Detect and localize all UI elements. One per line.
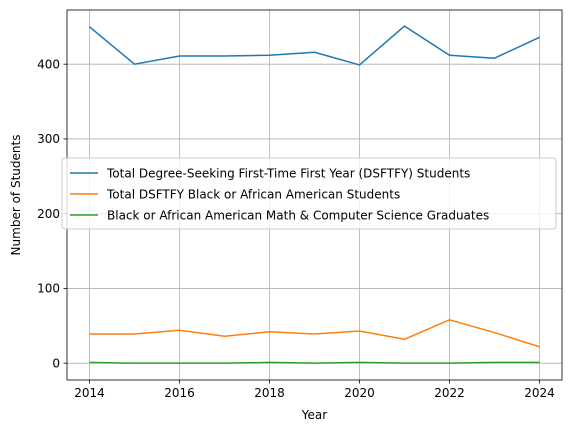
y-axis-label: Number of Students (9, 135, 23, 256)
x-tick-label: 2018 (254, 386, 285, 400)
x-tick-label: 2014 (74, 386, 105, 400)
x-tick-label: 2020 (344, 386, 375, 400)
y-tick-label: 0 (52, 356, 60, 370)
y-tick-label: 100 (37, 282, 60, 296)
legend-box (61, 157, 557, 230)
legend-label: Total Degree-Seeking First-Time First Ye… (106, 166, 470, 180)
legend-label: Total DSFTFY Black or African American S… (106, 187, 400, 201)
series-line-1 (89, 25, 540, 66)
x-axis-ticks: 2014 2016 2018 2020 2022 2024 (74, 380, 555, 400)
x-tick-label: 2024 (524, 386, 555, 400)
y-tick-label: 300 (37, 132, 60, 146)
legend: Total Degree-Seeking First-Time First Ye… (61, 157, 557, 230)
series-layer (89, 25, 540, 364)
series-line-2 (89, 319, 540, 348)
legend-label: Black or African American Math & Compute… (107, 208, 489, 222)
x-axis-label: Year (301, 408, 327, 422)
y-tick-label: 200 (37, 207, 60, 221)
y-axis-ticks: 0 100 200 300 400 (37, 57, 67, 370)
y-tick-label: 400 (37, 57, 60, 71)
x-tick-label: 2016 (164, 386, 195, 400)
x-tick-label: 2022 (434, 386, 465, 400)
series-line-3 (89, 361, 540, 364)
